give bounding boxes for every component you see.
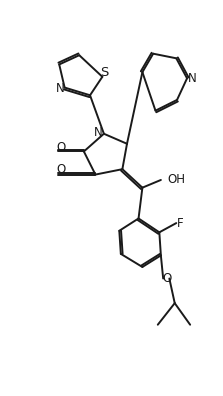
Text: N: N [188, 72, 197, 85]
Text: O: O [162, 272, 172, 285]
Text: F: F [177, 217, 184, 230]
Text: N: N [94, 126, 103, 139]
Text: S: S [101, 66, 109, 79]
Text: N: N [56, 82, 64, 95]
Text: OH: OH [167, 173, 185, 187]
Text: O: O [56, 163, 65, 176]
Text: O: O [56, 141, 65, 154]
